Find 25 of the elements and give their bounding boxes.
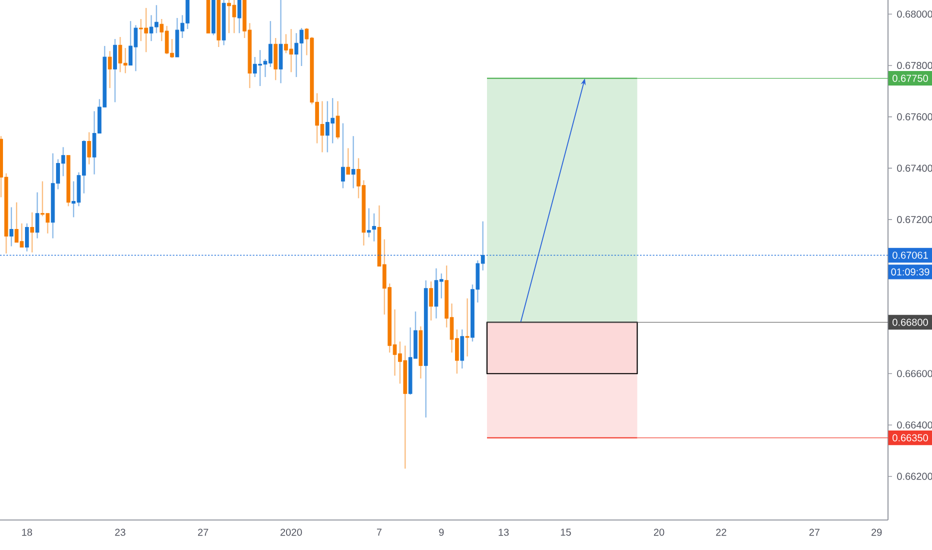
- y-tick-label: 0.66200: [897, 472, 932, 480]
- x-tick-label: 20: [654, 528, 664, 536]
- x-tick-label: 27: [198, 528, 208, 536]
- x-tick-label: 15: [560, 528, 571, 536]
- y-tick-label: 0.67400: [897, 164, 932, 172]
- y-tick-label: 0.68000: [897, 10, 932, 18]
- ref-line-label: 0.66350: [892, 434, 928, 442]
- ref-line-label: 0.67061: [892, 252, 928, 259]
- x-tick-label: 27: [809, 528, 820, 536]
- y-tick-label: 0.66600: [897, 370, 932, 378]
- x-tick-label: 9: [439, 528, 444, 536]
- x-tick-label: 2020: [280, 528, 302, 536]
- y-tick-label: 0.66400: [897, 421, 932, 429]
- x-tick-label: 23: [115, 528, 126, 536]
- x-tick-label: 7: [376, 528, 382, 536]
- y-tick-label: 0.67600: [897, 113, 932, 120]
- y-tick-label: 0.67200: [897, 216, 932, 224]
- x-tick-label: 22: [716, 528, 726, 536]
- x-tick-label: 29: [872, 528, 882, 536]
- text: 01:09:39: [891, 268, 930, 276]
- ref-line-label: 0.67750: [892, 74, 928, 82]
- y-tick-label: 0.67800: [897, 62, 932, 70]
- x-tick-label: 18: [22, 528, 32, 536]
- x-tick-label: 13: [498, 528, 509, 536]
- ref-line-label: 0.66800: [892, 318, 928, 326]
